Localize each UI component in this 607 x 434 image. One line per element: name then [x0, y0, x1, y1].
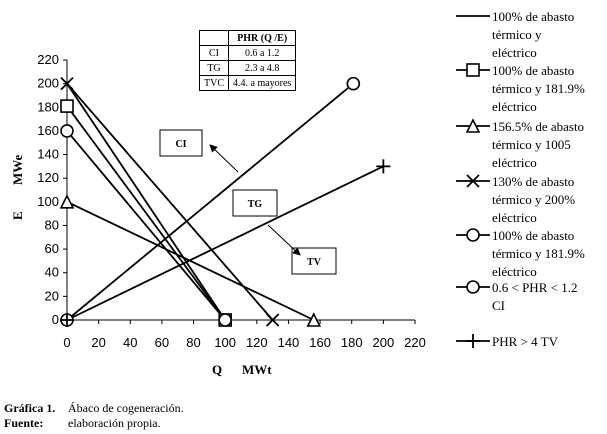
arrow-to-ci [209, 144, 239, 173]
phr-table-cell: TVC [199, 75, 229, 91]
series-line-6 [66, 82, 354, 321]
caption-label: Gráfica 1. [4, 401, 56, 415]
legend-marker-4 [466, 174, 480, 188]
phr-table-cell: 0.6 a 1.2 [227, 45, 297, 61]
phr-table-cell: 4.4. a mayores [227, 75, 297, 91]
y-tick-label: 100 [37, 194, 59, 209]
source-label: Fuente: [4, 416, 44, 430]
figure-source: Fuente: elaboración propia. [4, 416, 161, 431]
x-tick-label: 20 [91, 335, 105, 350]
y-tick-label: 160 [37, 123, 59, 138]
series-point-3 [59, 194, 75, 209]
figure-caption: Gráfica 1. Ábaco de cogeneración. [4, 401, 184, 416]
caption-text: Ábaco de cogeneración. [68, 401, 184, 415]
y-tick-label: 0 [52, 312, 59, 327]
legend-label-7: PHR > 4 TV [492, 334, 559, 349]
source-text: elaboración propia. [68, 416, 161, 430]
legend-label-2: 100% de abasto térmico y 181.9% eléctrico [492, 63, 585, 114]
series-point-5 [60, 124, 74, 138]
region-box-tg [232, 189, 278, 217]
series-point-2 [60, 99, 74, 113]
y-tick-label: 220 [37, 52, 59, 67]
y-tick-label: 140 [37, 147, 59, 162]
region-box-ci [159, 129, 203, 157]
series-point-7 [60, 313, 74, 327]
legend-label-1: 100% de abasto térmico y eléctrico [492, 9, 574, 60]
x-tick-label: 220 [404, 335, 426, 350]
region-box-tv [291, 247, 337, 275]
series-point-7 [376, 159, 391, 174]
legend-marker-2 [466, 63, 480, 77]
x-tick-label: 140 [278, 335, 300, 350]
region-label-tg: TG [248, 199, 263, 210]
y-axis-label-unit: MWe [10, 154, 25, 185]
x-tick-label: 60 [155, 335, 169, 350]
series-line-5 [66, 130, 226, 321]
phr-table-row: TVC 4.4. a mayores [199, 75, 297, 91]
legend-marker-5 [466, 228, 480, 242]
x-tick-label: 160 [309, 335, 331, 350]
phr-table-header: PHR (Q /E) [227, 30, 297, 46]
y-tick-label: 180 [37, 99, 59, 114]
x-axis-label-unit: MWt [242, 362, 272, 377]
phr-table-row: CI 0.6 a 1.2 [199, 45, 297, 61]
x-axis-label-q: Q [212, 362, 222, 377]
y-tick-label: 200 [37, 76, 59, 91]
phr-table-cell: TG [199, 60, 229, 76]
legend-label-6: 0.6 < PHR < 1.2 CI [492, 280, 577, 313]
series-line-4 [66, 83, 274, 321]
y-tick-label: 80 [45, 217, 59, 232]
x-tick-label: 0 [63, 335, 70, 350]
x-tick-label: 40 [123, 335, 137, 350]
y-tick-label: 120 [37, 170, 59, 185]
y-tick-label: 60 [45, 241, 59, 256]
series-line-7 [66, 165, 384, 321]
x-tick-label: 100 [214, 335, 236, 350]
legend-marker-3 [465, 118, 481, 133]
series-line-1 [66, 83, 226, 321]
series-point-6 [346, 76, 361, 91]
phr-table-cell: 2.3 a 4.8 [227, 60, 297, 76]
arrow-to-tv [267, 224, 301, 256]
series-line-2 [66, 105, 226, 321]
legend-label-3: 156.5% de abasto térmico y 1005 eléctrico [492, 119, 584, 170]
legend-marker-6 [466, 280, 480, 294]
legend-marker-7 [466, 334, 480, 348]
series-point-4 [60, 76, 74, 91]
y-tick-label: 40 [45, 265, 59, 280]
region-label-ci: CI [175, 139, 186, 150]
x-tick-label: 120 [246, 335, 268, 350]
y-tick-label: 20 [45, 288, 59, 303]
y-axis-label-e: E [10, 211, 25, 220]
x-tick-label: 180 [341, 335, 363, 350]
phr-table-header-row: PHR (Q /E) [199, 30, 297, 46]
x-tick-label: 200 [373, 335, 395, 350]
region-label-tv: TV [307, 257, 322, 268]
legend-label-5: 100% de abasto térmico y 181.9% eléctrico [492, 228, 585, 279]
phr-table-corner [199, 30, 229, 46]
phr-table-cell: CI [199, 45, 229, 61]
series-point-5 [218, 313, 232, 327]
phr-table: PHR (Q /E) CI 0.6 a 1.2 TG 2.3 a 4.8 TVC… [199, 30, 297, 91]
phr-table-row: TG 2.3 a 4.8 [199, 60, 297, 76]
series-point-4 [265, 313, 280, 327]
series-point-3 [306, 312, 322, 327]
legend-label-4: 130% de abasto térmico y 200% eléctrico [492, 174, 575, 225]
x-tick-label: 80 [186, 335, 200, 350]
